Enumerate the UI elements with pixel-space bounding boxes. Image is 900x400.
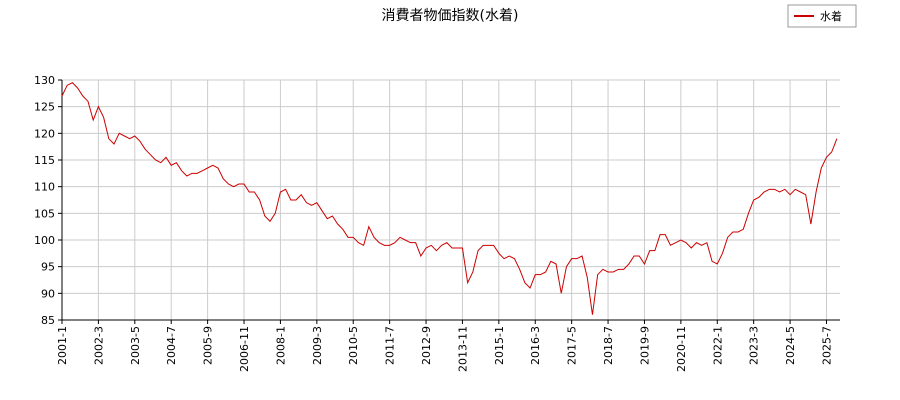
x-tick-label: 2023-3 xyxy=(748,326,761,365)
y-tick-label: 130 xyxy=(34,74,55,87)
y-tick-label: 85 xyxy=(41,314,55,327)
x-tick-label: 2024-5 xyxy=(784,326,797,365)
series-line xyxy=(61,82,838,315)
chart-title: 消費者物価指数(水着) xyxy=(382,8,519,24)
y-tick-label: 100 xyxy=(34,234,55,247)
x-tick-label: 2013-11 xyxy=(456,326,469,372)
y-tick-label: 115 xyxy=(34,154,55,167)
x-tick-label: 2025-7 xyxy=(820,326,833,365)
plot-area xyxy=(62,80,840,320)
x-tick-label: 2022-1 xyxy=(711,326,724,365)
legend-box xyxy=(787,4,857,28)
x-tick-label: 2003-5 xyxy=(129,326,142,365)
y-tick-label: 105 xyxy=(34,207,55,220)
x-tick-label: 2005-9 xyxy=(202,326,215,365)
y-tick-label: 90 xyxy=(41,287,55,300)
x-tick-label: 2016-3 xyxy=(529,326,542,365)
legend: 水着 xyxy=(787,4,857,28)
x-tick-label: 2010-5 xyxy=(347,326,360,365)
x-tick-label: 2019-9 xyxy=(638,326,651,365)
x-tick-label: 2012-9 xyxy=(420,326,433,365)
x-tick-label: 2018-7 xyxy=(602,326,615,365)
x-tick-label: 2001-1 xyxy=(56,326,69,365)
x-tick-label: 2002-3 xyxy=(92,326,105,365)
x-tick-label: 2011-7 xyxy=(384,326,397,365)
legend-label: 水着 xyxy=(820,9,842,23)
x-tick-label: 2004-7 xyxy=(165,326,178,365)
x-tick-label: 2017-5 xyxy=(566,326,579,365)
x-tick-label: 2006-11 xyxy=(238,326,251,372)
y-tick-label: 125 xyxy=(34,101,55,114)
x-tick-label: 2009-3 xyxy=(311,326,324,365)
y-tick-label: 120 xyxy=(34,127,55,140)
x-tick-label: 2015-1 xyxy=(493,326,506,365)
y-tick-label: 95 xyxy=(41,261,55,274)
x-tick-label: 2008-1 xyxy=(274,326,287,365)
y-tick-label: 110 xyxy=(34,181,55,194)
x-tick-label: 2020-11 xyxy=(675,326,688,372)
